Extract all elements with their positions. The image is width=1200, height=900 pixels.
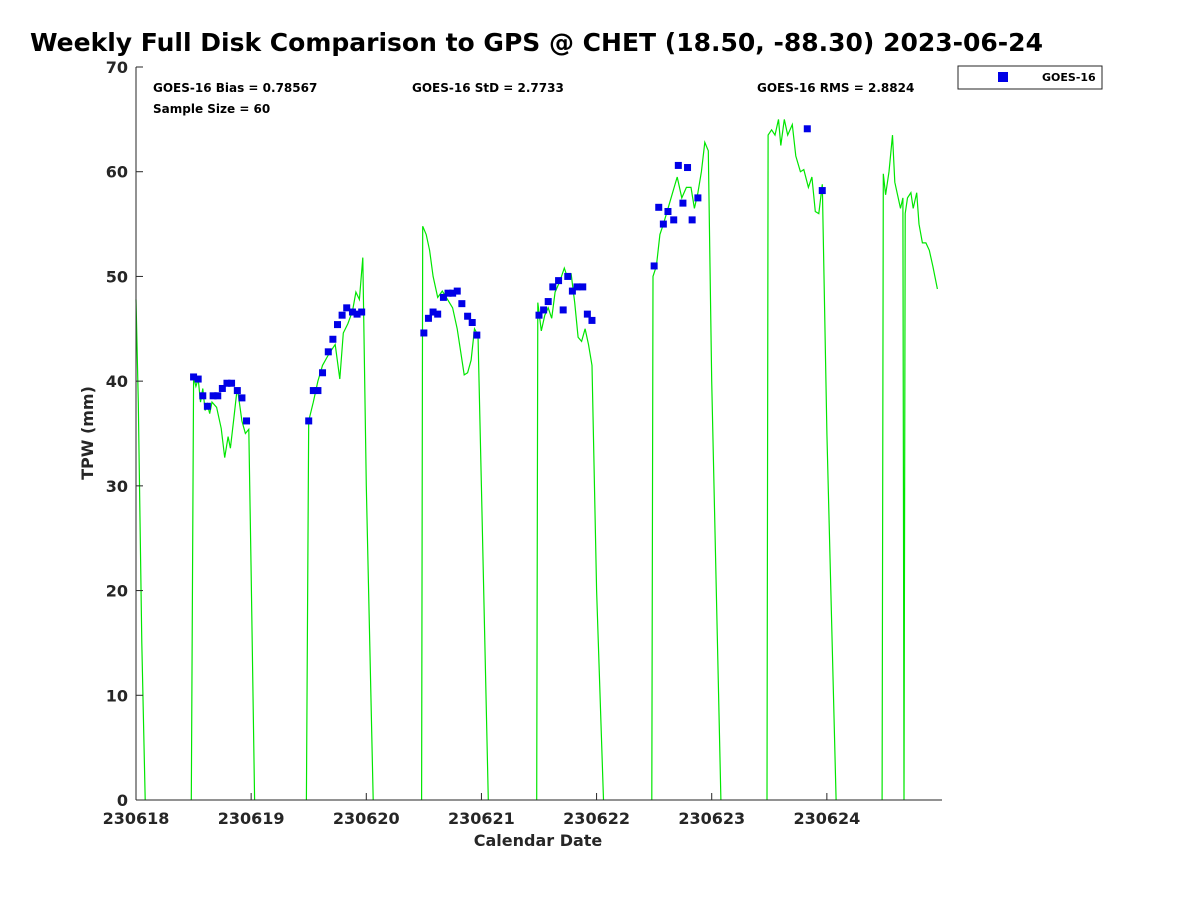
stat-bias: GOES-16 Bias = 0.78567 <box>153 81 317 95</box>
goes16-point <box>449 289 457 297</box>
gps-series <box>135 119 938 801</box>
goes16-point <box>818 187 826 195</box>
goes16-point <box>458 300 466 308</box>
goes16-point <box>664 208 672 216</box>
y-tick-label: 70 <box>106 58 128 77</box>
y-tick-label: 50 <box>106 267 128 286</box>
goes16-point <box>348 308 356 316</box>
tick-group: 230618 230619 230620 230621 230622 230623 2306… <box>103 58 861 828</box>
goes16-point <box>343 304 351 312</box>
y-tick-label: 20 <box>106 582 128 601</box>
goes16-point <box>540 306 548 314</box>
x-tick-label: 230622 <box>563 809 630 828</box>
gps-line-segment <box>651 140 722 801</box>
goes16-point <box>429 308 437 316</box>
goes16-point <box>464 312 472 320</box>
goes16-point <box>679 199 687 207</box>
x-axis-label: Calendar Date <box>474 831 603 850</box>
goes16-point <box>434 310 442 318</box>
x-tick-label: 230618 <box>103 809 170 828</box>
x-tick-label: 230621 <box>448 809 515 828</box>
x-tick-label: 230623 <box>678 809 745 828</box>
goes16-point <box>338 311 346 319</box>
y-tick-label: 0 <box>117 791 128 810</box>
y-axis-label: TPW (mm) <box>78 386 97 480</box>
stat-rms: GOES-16 RMS = 2.8824 <box>757 81 914 95</box>
legend-box <box>957 65 1103 90</box>
goes16-point <box>568 287 576 295</box>
goes16-point <box>324 348 332 356</box>
gps-line-segment <box>190 376 256 801</box>
goes16-point <box>555 277 563 285</box>
goes16-point <box>549 283 557 291</box>
x-tick-label: 230624 <box>793 809 860 828</box>
goes16-point <box>424 314 432 322</box>
y-tick-label: 30 <box>106 477 128 496</box>
goes16-point <box>670 216 678 224</box>
stat-std: GOES-16 StD = 2.7733 <box>412 81 564 95</box>
goes16-point <box>314 387 322 395</box>
chart-title: Weekly Full Disk Comparison to GPS @ CHE… <box>30 28 1043 57</box>
x-tick-label: 230620 <box>333 809 400 828</box>
stat-sample-size: Sample Size = 60 <box>153 102 270 116</box>
goes16-point <box>334 321 341 329</box>
goes16-point <box>420 329 428 337</box>
legend: GOES-16 <box>957 65 1103 90</box>
gps-line-segment <box>135 299 146 801</box>
goes16-point <box>228 379 236 387</box>
goes16-point <box>329 335 337 343</box>
goes16-point <box>583 310 591 318</box>
gps-line-segment <box>766 119 837 801</box>
gps-line-segment <box>881 135 938 801</box>
goes16-point <box>353 310 361 318</box>
y-tick-label: 10 <box>106 686 128 705</box>
goes16-point <box>453 287 461 295</box>
goes16-point <box>209 392 217 400</box>
goes16-point <box>218 384 226 392</box>
goes16-point <box>199 392 207 400</box>
goes16-point <box>473 331 481 339</box>
goes16-point <box>694 194 702 202</box>
goes16-point <box>190 373 198 381</box>
goes16-point <box>588 316 596 324</box>
goes16-point <box>439 293 447 301</box>
goes16-point <box>214 392 222 400</box>
goes16-point <box>579 283 587 291</box>
goes16-point <box>674 161 682 169</box>
goes16-point <box>688 216 696 224</box>
goes16-point <box>223 379 231 387</box>
gps-line-segment <box>536 266 605 801</box>
goes16-point <box>650 262 658 270</box>
goes16-point <box>238 394 246 402</box>
goes16-point <box>468 319 476 327</box>
gps-line-segment <box>421 225 489 801</box>
goes16-point <box>305 417 313 425</box>
goes16-point <box>655 203 663 211</box>
goes16-point <box>803 125 811 133</box>
legend-label-goes16: GOES-16 <box>1042 71 1096 84</box>
goes16-point <box>194 375 202 383</box>
goes16-point <box>233 387 241 395</box>
x-tick-label: 230619 <box>218 809 285 828</box>
goes16-point <box>573 283 581 291</box>
goes16-point <box>559 306 567 314</box>
y-tick-label: 60 <box>106 163 128 182</box>
goes16-point <box>659 220 667 228</box>
goes16-point <box>564 272 572 280</box>
goes16-point <box>243 417 251 425</box>
goes16-point <box>444 289 452 297</box>
goes16-point <box>309 387 317 395</box>
y-tick-label: 40 <box>106 372 128 391</box>
gps-line-segment <box>305 257 374 801</box>
goes16-point <box>203 402 211 410</box>
goes16-point <box>535 311 543 319</box>
legend-marker <box>998 72 1008 82</box>
axes <box>135 67 942 801</box>
goes16-point <box>544 298 552 306</box>
goes16-point <box>684 164 692 172</box>
goes16-series <box>190 125 826 425</box>
goes16-point <box>358 308 366 316</box>
goes16-point <box>319 369 327 377</box>
